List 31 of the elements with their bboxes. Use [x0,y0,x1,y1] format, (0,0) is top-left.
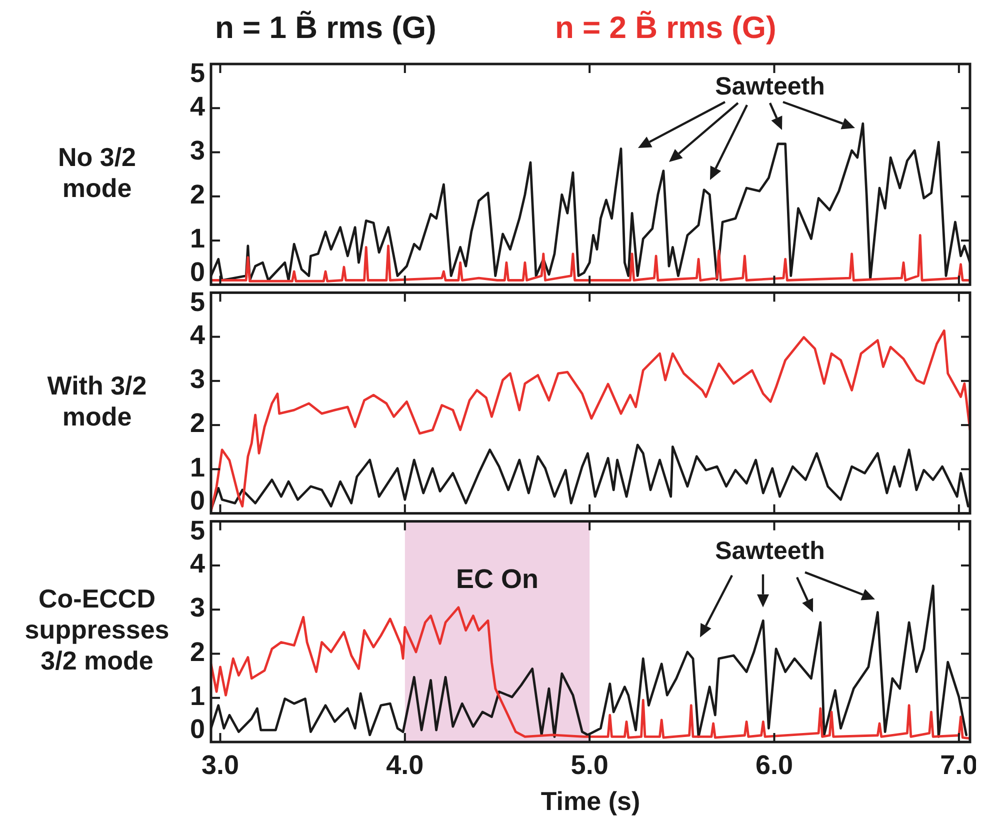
y-tick-label: 3 [190,364,205,394]
y-tick-label: 4 [190,548,205,579]
y-tick-label: 1 [190,452,205,482]
annotation: Sawteeth [715,536,825,565]
y-tick-label: 2 [190,636,205,667]
y-tick-label: 5 [190,58,205,88]
y-tick-label: 3 [190,135,205,166]
y-tick-label: 0 [190,485,205,516]
x-tick-label: 6.0 [755,750,794,780]
band-label: EC On [456,564,538,594]
x-tick-label: 3.0 [201,750,240,780]
y-axis-title: Co-ECCD suppresses 3/2 mode [24,584,170,676]
y-tick-label: 1 [190,680,205,711]
text: n = 1 B̃ rms (G) [215,10,436,46]
y-tick-label: 0 [190,256,205,287]
x-axis-title: Time (s) [540,786,640,816]
y-axis-title: No 3/2 mode [58,142,136,203]
y-tick-label: 1 [190,224,205,254]
text: n = 2 B̃ rms (G) [555,10,776,46]
y-tick-label: 5 [190,515,205,546]
y-tick-label: 2 [190,408,205,438]
x-tick-label: 4.0 [386,750,424,780]
y-tick-label: 3 [190,592,205,623]
y-tick-label: 5 [190,286,205,317]
y-axis-title: With 3/2 mode [47,370,147,432]
y-tick-label: 4 [190,91,205,122]
annotation: Sawteeth [715,72,825,101]
y-tick-label: 0 [190,714,205,744]
y-tick-label: 4 [190,320,205,350]
x-tick-label: 5.0 [570,750,608,780]
y-tick-label: 2 [190,180,205,210]
